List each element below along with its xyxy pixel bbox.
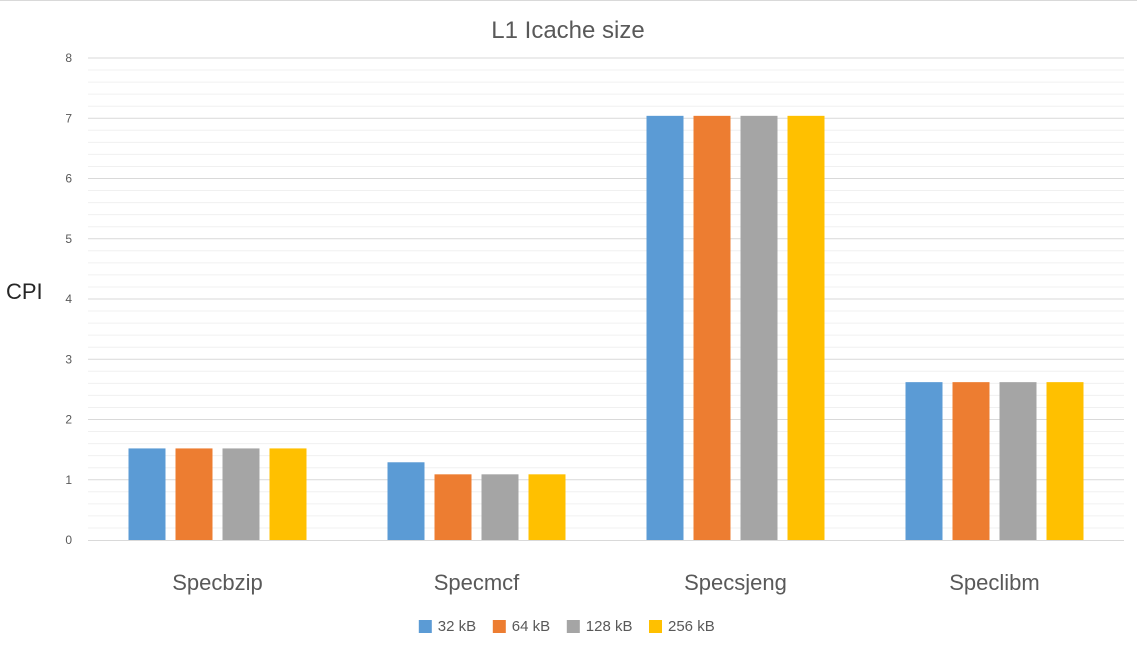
legend-swatch xyxy=(649,620,662,633)
y-tick-label: 7 xyxy=(65,111,72,125)
x-tick-label: Speclibm xyxy=(949,570,1039,595)
legend-item: 64 kB xyxy=(492,618,550,635)
bar-specbzip-128kb xyxy=(222,448,260,540)
y-tick-label: 3 xyxy=(65,352,72,366)
legend-label: 32 kB xyxy=(438,618,476,635)
legend-item: 128 kB xyxy=(566,618,633,635)
bar-specmcf-256kb xyxy=(528,474,566,540)
bar-specbzip-64kb xyxy=(175,448,213,540)
bar-speclibm-64kb xyxy=(952,382,990,540)
y-tick-label: 0 xyxy=(65,533,72,547)
x-tick-label: Specsjeng xyxy=(684,570,787,595)
bar-specsjeng-32kb xyxy=(646,115,684,540)
x-tick-label: Specmcf xyxy=(434,570,520,595)
legend-label: 256 kB xyxy=(668,618,715,635)
bar-specsjeng-256kb xyxy=(787,115,825,540)
y-tick-label: 6 xyxy=(65,172,72,186)
chart-title: L1 Icache size xyxy=(491,17,644,44)
gridlines xyxy=(88,57,1124,529)
legend-swatch xyxy=(418,620,432,633)
legend-swatch xyxy=(492,620,506,633)
x-tick-label: Specbzip xyxy=(172,570,263,595)
y-axis-ticks: 0 1 2 3 4 5 6 7 8 xyxy=(65,51,72,547)
legend-item: 32 kB xyxy=(418,618,476,635)
y-tick-label: 5 xyxy=(65,232,72,246)
bar-speclibm-128kb xyxy=(999,382,1037,540)
bar-specbzip-256kb xyxy=(269,448,307,540)
legend-label: 64 kB xyxy=(512,618,550,635)
bar-specbzip-32kb xyxy=(128,448,166,540)
y-tick-label: 2 xyxy=(65,413,72,427)
y-axis-label: CPI xyxy=(6,279,43,304)
bar-speclibm-32kb xyxy=(905,382,943,540)
y-tick-label: 8 xyxy=(65,51,72,65)
bar-speclibm-256kb xyxy=(1046,382,1084,540)
legend-label: 128 kB xyxy=(586,618,633,635)
bar-specmcf-64kb xyxy=(434,474,472,540)
bar-specsjeng-64kb xyxy=(693,115,731,540)
legend-swatch xyxy=(566,620,580,633)
x-axis-ticks: Specbzip Specmcf Specsjeng Speclibm xyxy=(172,570,1040,595)
y-tick-label: 1 xyxy=(65,473,72,487)
legend: 32 kB 64 kB 128 kB 256 kB xyxy=(418,618,715,635)
bars xyxy=(128,115,1084,540)
bar-specmcf-128kb xyxy=(481,474,519,540)
bar-specsjeng-128kb xyxy=(740,115,778,540)
bar-specmcf-32kb xyxy=(387,462,425,540)
y-tick-label: 4 xyxy=(65,292,72,306)
legend-item: 256 kB xyxy=(649,618,715,635)
